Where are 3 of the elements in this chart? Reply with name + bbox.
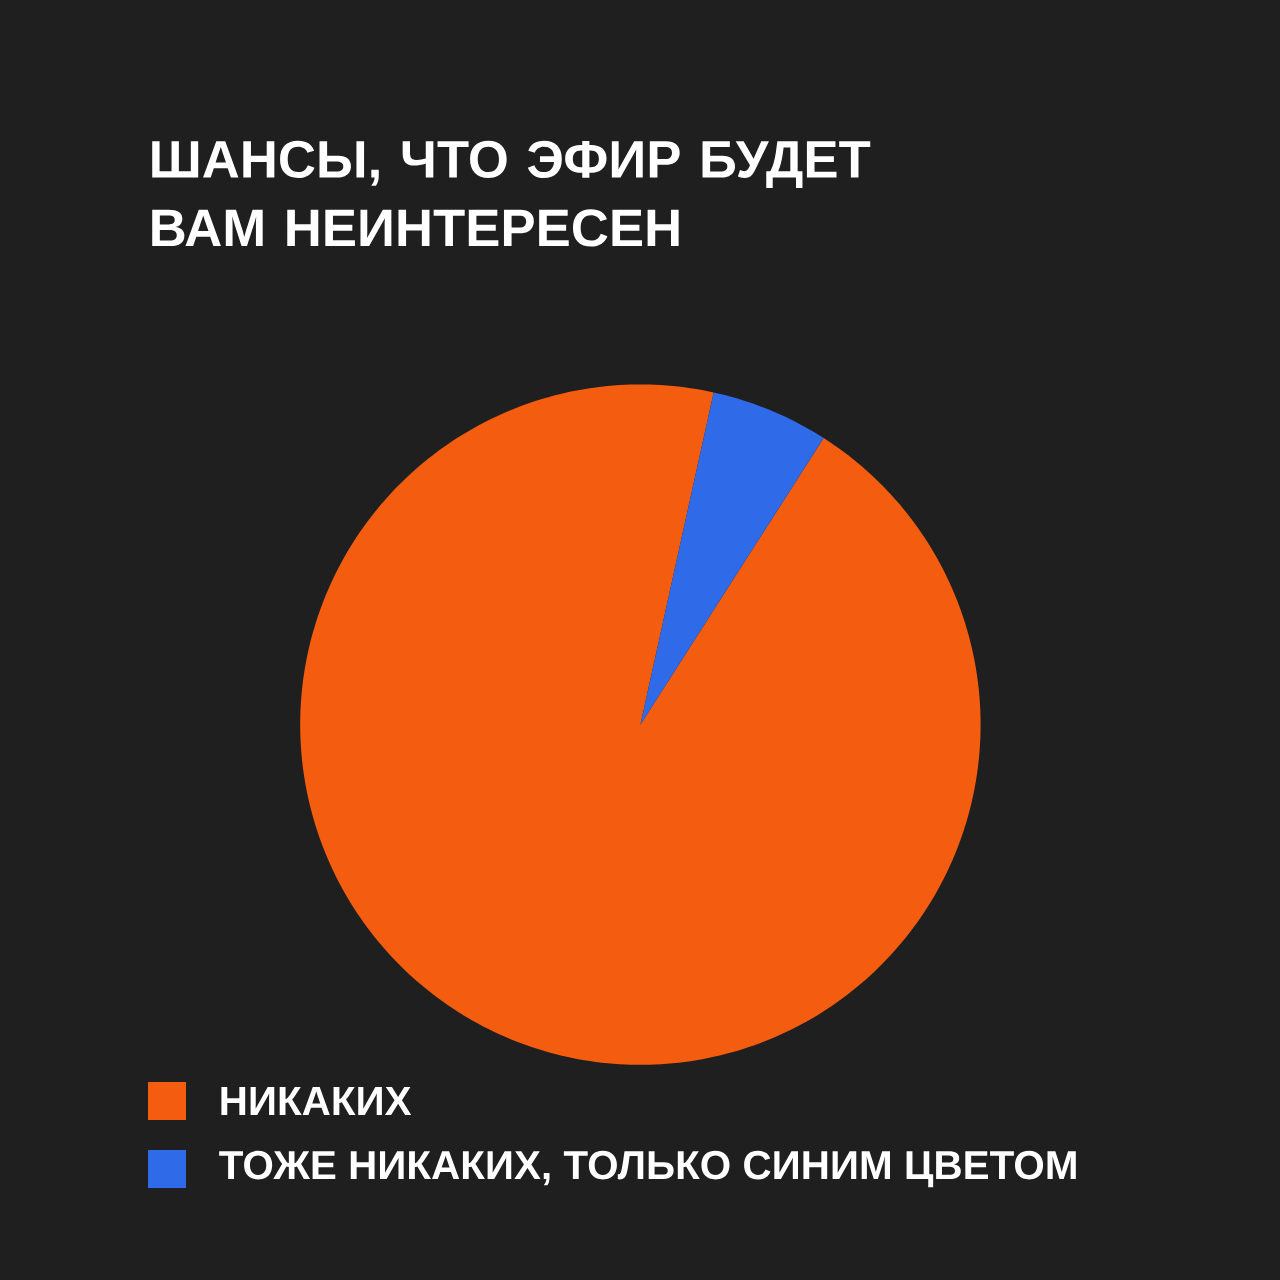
legend-label: НИКАКИХ	[221, 1087, 412, 1115]
legend-label: ТОЖЕ НИКАКИХ, ТОЛЬКО СИНИМ ЦВЕТОМ	[219, 1150, 1076, 1188]
chart-title: ШАНСЫ, ЧТО ЭФИР БУДЕТ ВАМ НЕИНТЕРЕСЕН	[152, 140, 871, 247]
